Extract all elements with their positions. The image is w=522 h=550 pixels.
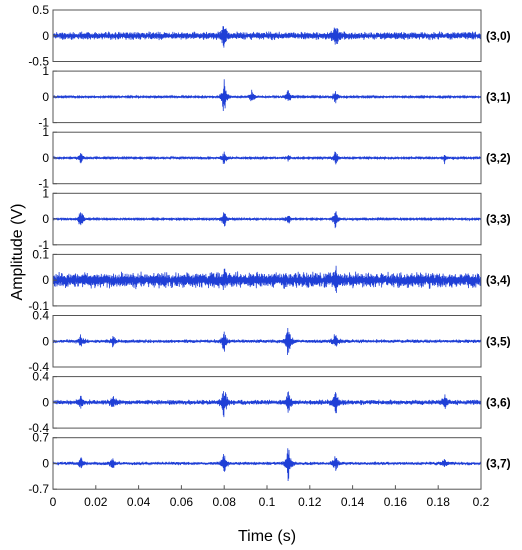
panel-label: (3,0): [486, 29, 511, 43]
y-tick-label: 1: [42, 64, 49, 78]
waveform-series: [52, 265, 482, 293]
panel-label: (3,6): [486, 395, 511, 409]
waveform-series: [52, 26, 482, 48]
panel-label: (3,7): [486, 456, 511, 470]
y-tick-label: 0: [42, 151, 49, 165]
x-tick-label: 0.2: [473, 495, 490, 509]
y-tick-label: 0: [42, 212, 49, 226]
y-tick-label: -0.1: [28, 299, 49, 313]
x-axis: 0 0.02 0.04 0.06 0.08 0.1 0.12 0.14 0.16 0.18 0.2: [50, 485, 490, 509]
y-tick-label: 0.1: [32, 247, 49, 261]
panel: 1 0 -1 (3,3): [38, 186, 510, 252]
panel: 0.1 0 -0.1 (3,4): [28, 247, 510, 313]
panel-label: (3,5): [486, 334, 511, 348]
panel-label: (3,1): [486, 90, 511, 104]
waveform-series: [52, 211, 482, 229]
y-tick-label: -1: [38, 116, 49, 130]
y-tick-label: 0.5: [32, 3, 49, 17]
panel: 0.4 0 -0.4 (3,6): [28, 370, 510, 436]
waveform-series: [52, 327, 482, 356]
y-tick-label: -0.4: [28, 421, 49, 435]
x-axis-label: Time (s): [238, 528, 296, 545]
panel: 0.5 0 -0.5 (3,0): [28, 3, 510, 69]
waveform-series: [52, 391, 482, 418]
x-tick-label: 0.16: [384, 495, 408, 509]
x-tick-label: 0.08: [213, 495, 237, 509]
y-tick-label: -1: [38, 238, 49, 252]
y-tick-label: 0: [42, 456, 49, 470]
y-axis-label: Amplitude (V): [9, 204, 26, 301]
panel: 1 0 -1 (3,1): [38, 64, 510, 130]
y-tick-label: -0.5: [28, 55, 49, 69]
y-tick-label: -1: [38, 177, 49, 191]
x-tick-label: 0.12: [298, 495, 322, 509]
y-tick-label: 0: [42, 273, 49, 287]
panel-label: (3,3): [486, 212, 511, 226]
panel-label: (3,4): [486, 273, 511, 287]
y-tick-label: 0.7: [32, 431, 49, 445]
x-tick-label: 0.02: [84, 495, 108, 509]
x-tick-label: 0.1: [259, 495, 276, 509]
x-tick-label: 0: [50, 495, 57, 509]
panel-label: (3,2): [486, 151, 511, 165]
y-tick-label: -0.7: [28, 482, 49, 496]
y-tick-label: 0.4: [32, 309, 49, 323]
panel: 1 0 -1 (3,2): [38, 125, 510, 191]
x-tick-label: 0.06: [170, 495, 194, 509]
y-tick-label: 0: [42, 90, 49, 104]
x-tick-label: 0.18: [427, 495, 451, 509]
y-tick-label: 0.4: [32, 370, 49, 384]
x-tick-label: 0.14: [341, 495, 365, 509]
y-tick-label: 0: [42, 334, 49, 348]
y-tick-label: 1: [42, 186, 49, 200]
waveform-series: [52, 448, 482, 481]
y-tick-label: -0.4: [28, 360, 49, 374]
waveform-series: [52, 151, 482, 165]
y-tick-label: 0: [42, 395, 49, 409]
y-tick-label: 0: [42, 29, 49, 43]
panels-layer: 0.5 0 -0.5 (3,0) 1 0 -1 (3,1) 1 0 -1 (3,2) 1 0 -1 (3,3)…: [28, 3, 510, 496]
panel: 0.4 0 -0.4 (3,5): [28, 309, 510, 375]
x-tick-label: 0.04: [127, 495, 151, 509]
y-tick-label: 1: [42, 125, 49, 139]
waveform-series: [52, 79, 482, 111]
